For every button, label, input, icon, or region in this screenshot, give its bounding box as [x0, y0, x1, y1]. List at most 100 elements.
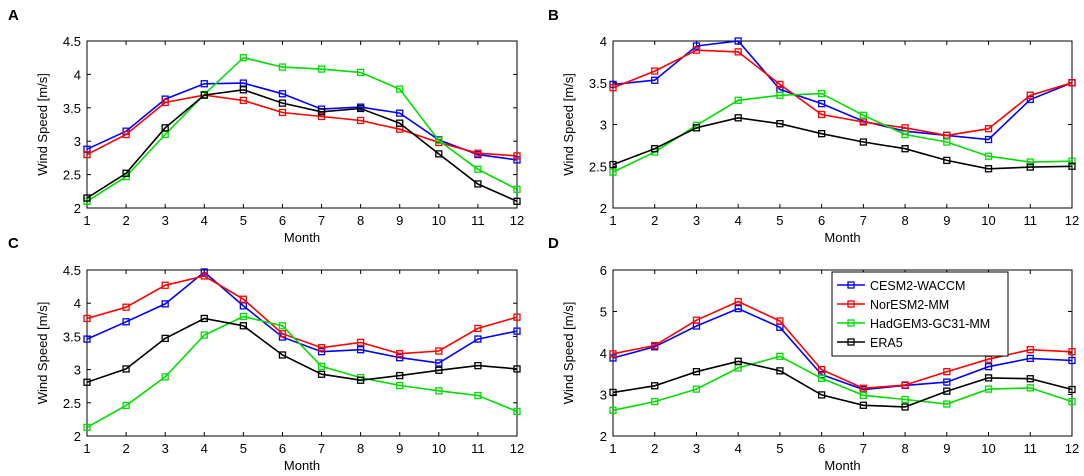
data-point: [943, 156, 951, 165]
x-axis-label: Month: [284, 230, 320, 245]
data-point: [901, 403, 909, 411]
series-line: [86, 275, 518, 355]
x-tick-label: 5: [240, 441, 247, 456]
x-axis-label: Month: [284, 458, 320, 473]
data-point: [83, 423, 91, 432]
data-point: [317, 344, 326, 352]
data-point: [122, 401, 130, 410]
data-point: [859, 138, 868, 146]
series-era5: [83, 314, 521, 386]
legend-label: CESM2-WACCM: [870, 279, 965, 293]
data-point: [122, 365, 130, 373]
y-tick-label: 2: [74, 201, 81, 216]
data-point: [83, 335, 91, 343]
data-point: [776, 317, 784, 325]
data-point: [817, 130, 826, 138]
x-tick-label: 1: [609, 213, 616, 228]
x-tick-label: 12: [510, 441, 524, 456]
x-tick-label: 11: [471, 441, 485, 456]
legend-entry: ERA5: [837, 336, 903, 350]
data-point: [817, 99, 826, 108]
x-tick-label: 2: [122, 213, 129, 228]
x-tick-label: 1: [83, 441, 90, 456]
data-point: [317, 348, 326, 356]
data-point: [1068, 397, 1076, 406]
y-tick-label: 2: [74, 429, 81, 444]
x-tick-label: 3: [693, 441, 700, 456]
series-hadgem3-gc31-mm: [609, 89, 1076, 176]
data-point: [317, 362, 326, 370]
data-point: [200, 80, 208, 88]
data-point: [1068, 348, 1076, 356]
x-tick-label: 12: [510, 213, 524, 228]
data-point: [651, 382, 659, 390]
series-line: [86, 270, 518, 364]
data-point: [435, 387, 443, 395]
x-tick-label: 2: [122, 441, 129, 456]
data-point: [200, 268, 208, 276]
data-point: [734, 304, 742, 313]
x-tick-label: 4: [735, 441, 742, 456]
data-point: [859, 384, 868, 392]
data-point: [513, 185, 521, 193]
x-tick-label: 4: [201, 213, 208, 228]
data-point: [513, 407, 521, 416]
series-line: [612, 92, 1073, 173]
series-line: [86, 94, 518, 157]
data-point: [943, 378, 951, 386]
data-point: [317, 108, 326, 116]
data-point: [278, 351, 287, 359]
x-tick-label: 3: [693, 213, 700, 228]
data-point: [609, 388, 617, 397]
data-point: [356, 68, 365, 77]
data-point: [278, 99, 287, 107]
x-tick-label: 1: [609, 441, 616, 456]
data-point: [817, 365, 826, 374]
x-tick-label: 9: [943, 441, 950, 456]
x-tick-label: 9: [396, 441, 403, 456]
x-tick-label: 5: [240, 213, 247, 228]
data-point: [396, 353, 404, 362]
x-tick-label: 4: [201, 441, 208, 456]
data-point: [83, 150, 91, 159]
legend-label: HadGEM3-GC31-MM: [870, 317, 990, 331]
data-point: [1068, 162, 1076, 170]
x-tick-label: 10: [981, 441, 995, 456]
data-point: [817, 374, 826, 382]
x-tick-label: 3: [162, 213, 169, 228]
data-point: [122, 318, 130, 326]
data-point: [513, 313, 521, 321]
series-noresm2-mm: [83, 91, 521, 160]
data-point: [984, 125, 993, 133]
series-noresm2-mm: [609, 297, 1076, 392]
series-line: [612, 300, 1073, 390]
x-axis-label: Month: [824, 458, 860, 473]
data-point: [122, 169, 130, 177]
data-point: [278, 322, 287, 330]
series-line: [612, 355, 1073, 412]
y-tick-label: 4: [600, 34, 607, 49]
data-point: [356, 376, 365, 384]
data-point: [984, 374, 993, 382]
panel-label: A: [8, 7, 19, 24]
series-line: [86, 317, 518, 383]
x-tick-label: 8: [357, 441, 364, 456]
series-era5: [609, 114, 1076, 173]
panel-label: B: [548, 7, 559, 24]
series-line: [86, 82, 518, 161]
data-point: [435, 359, 443, 367]
data-point: [278, 90, 287, 98]
y-tick-label: 2.5: [589, 159, 607, 174]
data-point: [1068, 356, 1076, 365]
data-point: [356, 116, 365, 125]
data-point: [1026, 375, 1034, 383]
x-tick-label: 10: [432, 441, 446, 456]
data-point: [474, 324, 482, 333]
data-point: [734, 37, 742, 45]
x-axis-label: Month: [824, 230, 860, 245]
y-axis-label: Wind Speed [m/s]: [35, 73, 50, 176]
data-point: [1026, 163, 1034, 171]
